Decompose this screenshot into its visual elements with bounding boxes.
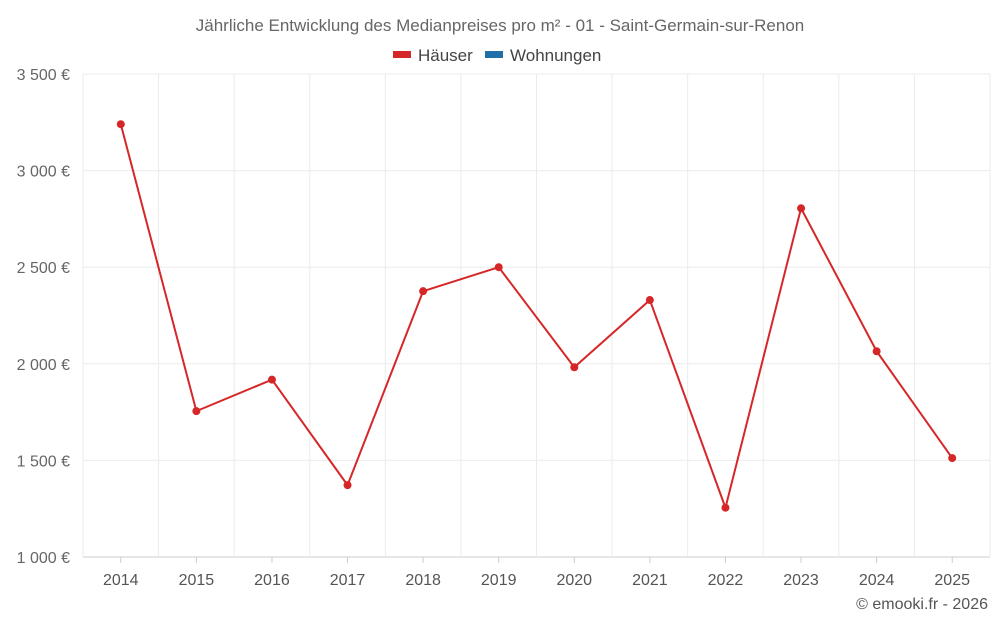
x-tick-label: 2023 — [783, 572, 819, 589]
data-point[interactable] — [192, 407, 201, 416]
series-line-0 — [119, 123, 954, 509]
x-tick-label: 2018 — [405, 572, 441, 589]
x-tick-label: 2024 — [859, 572, 895, 589]
legend: Häuser Wohnungen — [393, 46, 601, 65]
x-tick-label: 2014 — [103, 572, 139, 589]
legend-item-haeuser[interactable]: Häuser — [393, 46, 473, 65]
x-tick-label: 2016 — [254, 572, 290, 589]
data-point[interactable] — [797, 204, 806, 213]
legend-swatch-wohnungen — [485, 51, 503, 58]
legend-label-haeuser: Häuser — [418, 46, 473, 65]
data-point[interactable] — [267, 375, 276, 384]
data-point[interactable] — [570, 363, 579, 372]
x-tick-label: 2020 — [556, 572, 592, 589]
x-tick-label: 2022 — [708, 572, 744, 589]
data-point[interactable] — [116, 120, 125, 129]
legend-label-wohnungen: Wohnungen — [510, 46, 601, 65]
legend-item-wohnungen[interactable]: Wohnungen — [485, 46, 601, 65]
y-tick-label: 1 500 € — [17, 453, 70, 470]
grid — [82, 73, 991, 558]
y-tick-label: 3 000 € — [17, 164, 70, 181]
series-layer — [116, 120, 957, 512]
data-point[interactable] — [343, 481, 352, 490]
data-point[interactable] — [721, 503, 730, 512]
data-point[interactable] — [872, 347, 881, 356]
data-point[interactable] — [645, 296, 654, 305]
data-point[interactable] — [948, 454, 957, 463]
legend-swatch-haeuser — [393, 51, 411, 58]
y-tick-label: 1 000 € — [17, 550, 70, 567]
x-tick-label: 2015 — [179, 572, 215, 589]
data-point[interactable] — [494, 263, 503, 272]
axes: 1 000 € 1 500 € 2 000 € 2 500 € 3 000 € 3 500… — [17, 67, 970, 589]
x-tick-label: 2021 — [632, 572, 668, 589]
x-tick-label: 2025 — [934, 572, 970, 589]
y-tick-label: 2 500 € — [17, 260, 70, 277]
x-tick-label: 2019 — [481, 572, 517, 589]
copyright-text: © emooki.fr - 2026 — [856, 596, 988, 613]
y-tick-label: 3 500 € — [17, 67, 70, 84]
chart-title: Jährliche Entwicklung des Medianpreises … — [196, 16, 804, 35]
x-tick-label: 2017 — [330, 572, 366, 589]
y-tick-label: 2 000 € — [17, 357, 70, 374]
data-point[interactable] — [419, 287, 428, 296]
